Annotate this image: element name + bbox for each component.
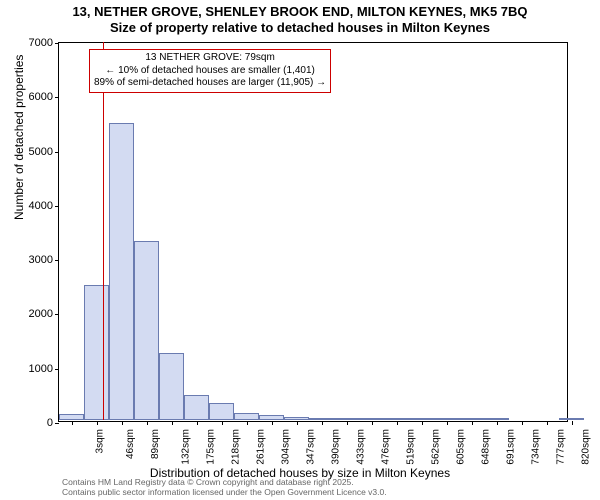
xtick-label: 132sqm <box>180 429 191 465</box>
callout-line2: ← 10% of detached houses are smaller (1,… <box>94 65 326 78</box>
xtick-label: 175sqm <box>205 429 216 465</box>
histogram-bar <box>109 123 134 420</box>
chart-area: 010002000300040005000600070003sqm46sqm89… <box>58 42 568 422</box>
histogram-bar <box>384 418 409 420</box>
histogram-bar <box>184 395 209 420</box>
xtick-mark <box>322 421 323 425</box>
xtick-label: 734sqm <box>530 429 541 465</box>
histogram-bar <box>84 285 109 420</box>
ytick-mark <box>55 314 59 315</box>
xtick-label: 89sqm <box>150 429 161 459</box>
callout-line3: 89% of semi-detached houses are larger (… <box>94 77 326 90</box>
histogram-bar <box>259 415 284 420</box>
ytick-mark <box>55 152 59 153</box>
marker-line <box>103 42 104 420</box>
histogram-bar <box>559 418 584 420</box>
xtick-mark <box>72 421 73 425</box>
histogram-bar <box>134 241 159 420</box>
histogram-bar <box>159 353 184 420</box>
ytick-label: 7000 <box>19 37 53 49</box>
plot-region: 010002000300040005000600070003sqm46sqm89… <box>58 42 568 422</box>
xtick-mark <box>247 421 248 425</box>
ytick-label: 4000 <box>19 200 53 212</box>
xtick-label: 433sqm <box>355 429 366 465</box>
histogram-bar <box>59 414 84 421</box>
xtick-mark <box>97 421 98 425</box>
xtick-mark <box>347 421 348 425</box>
xtick-label: 347sqm <box>305 429 316 465</box>
histogram-bar <box>209 403 234 420</box>
xtick-label: 3sqm <box>94 429 105 453</box>
xtick-mark <box>197 421 198 425</box>
histogram-bar <box>459 418 484 420</box>
xtick-label: 261sqm <box>255 429 266 465</box>
ytick-mark <box>55 43 59 44</box>
title-line2: Size of property relative to detached ho… <box>0 20 600 36</box>
xtick-label: 648sqm <box>480 429 491 465</box>
xtick-mark <box>147 421 148 425</box>
histogram-bar <box>434 418 459 420</box>
xtick-label: 218sqm <box>230 429 241 465</box>
xtick-mark <box>497 421 498 425</box>
xtick-mark <box>122 421 123 425</box>
xtick-mark <box>397 421 398 425</box>
ytick-label: 2000 <box>19 308 53 320</box>
y-axis-label: Number of detached properties <box>12 55 26 220</box>
xtick-label: 46sqm <box>125 429 136 459</box>
histogram-bar <box>409 418 434 420</box>
xtick-label: 820sqm <box>580 429 591 465</box>
marker-callout: 13 NETHER GROVE: 79sqm← 10% of detached … <box>89 49 331 93</box>
ytick-label: 0 <box>19 417 53 429</box>
xtick-mark <box>472 421 473 425</box>
xtick-label: 691sqm <box>505 429 516 465</box>
xtick-label: 304sqm <box>280 429 291 465</box>
xtick-mark <box>522 421 523 425</box>
histogram-bar <box>484 418 509 420</box>
xtick-mark <box>222 421 223 425</box>
xtick-label: 476sqm <box>380 429 391 465</box>
histogram-bar <box>234 413 259 420</box>
xtick-mark <box>547 421 548 425</box>
xtick-label: 562sqm <box>430 429 441 465</box>
ytick-mark <box>55 97 59 98</box>
xtick-mark <box>447 421 448 425</box>
histogram-bar <box>334 418 359 420</box>
ytick-label: 1000 <box>19 363 53 375</box>
xtick-mark <box>297 421 298 425</box>
xtick-mark <box>372 421 373 425</box>
histogram-bar <box>284 417 309 420</box>
histogram-bar <box>359 418 384 420</box>
histogram-bar <box>309 418 334 420</box>
xtick-label: 605sqm <box>455 429 466 465</box>
ytick-mark <box>55 423 59 424</box>
ytick-label: 5000 <box>19 146 53 158</box>
chart-title: 13, NETHER GROVE, SHENLEY BROOK END, MIL… <box>0 0 600 35</box>
title-line1: 13, NETHER GROVE, SHENLEY BROOK END, MIL… <box>0 4 600 20</box>
ytick-mark <box>55 260 59 261</box>
xtick-label: 390sqm <box>330 429 341 465</box>
ytick-label: 3000 <box>19 254 53 266</box>
xtick-mark <box>172 421 173 425</box>
xtick-label: 777sqm <box>555 429 566 465</box>
ytick-mark <box>55 369 59 370</box>
ytick-label: 6000 <box>19 91 53 103</box>
xtick-label: 519sqm <box>405 429 416 465</box>
xtick-mark <box>422 421 423 425</box>
xtick-mark <box>572 421 573 425</box>
ytick-mark <box>55 206 59 207</box>
attribution-line2: Contains public sector information licen… <box>62 488 387 498</box>
attribution: Contains HM Land Registry data © Crown c… <box>62 478 387 498</box>
xtick-mark <box>272 421 273 425</box>
callout-line1: 13 NETHER GROVE: 79sqm <box>94 52 326 65</box>
